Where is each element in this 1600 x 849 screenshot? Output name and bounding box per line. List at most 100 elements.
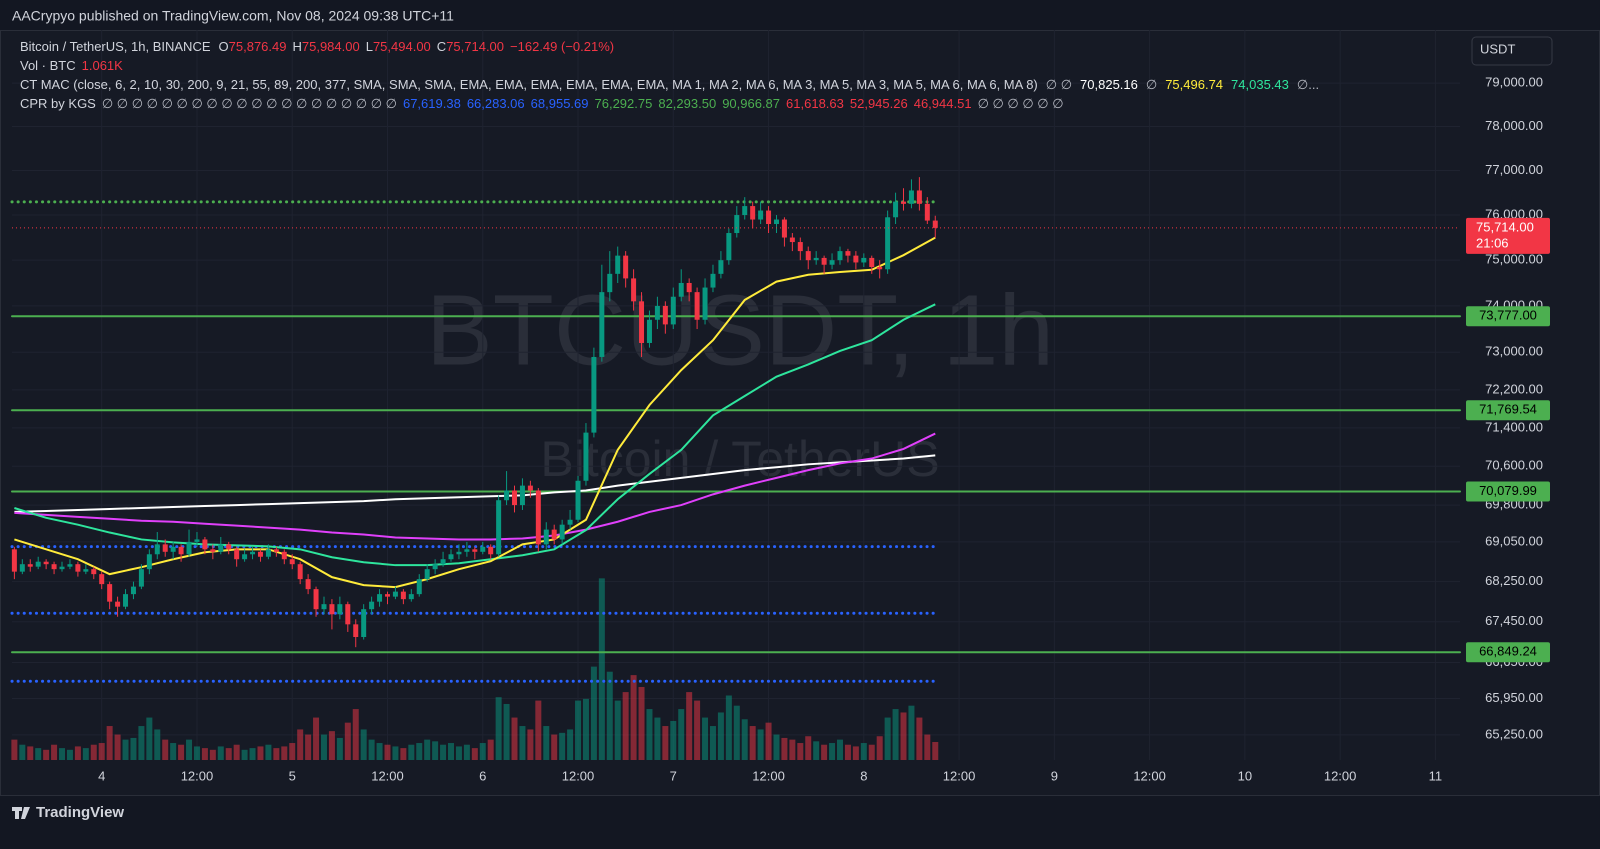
volume-bar bbox=[130, 737, 137, 760]
candle-body bbox=[742, 206, 748, 216]
volume-bar bbox=[892, 709, 899, 760]
candle-body bbox=[885, 217, 891, 270]
candle-body bbox=[250, 551, 256, 555]
candle-body bbox=[615, 255, 621, 274]
volume-bar bbox=[170, 743, 177, 760]
volume-bar bbox=[654, 717, 661, 760]
volume-bar bbox=[186, 739, 193, 760]
candle-body bbox=[35, 561, 41, 567]
candle-body bbox=[448, 554, 454, 560]
volume-bar bbox=[328, 731, 335, 760]
y-tick-label: 70,600.00 bbox=[1485, 458, 1543, 473]
volume-bar bbox=[821, 744, 828, 760]
brand-name: TradingView bbox=[36, 804, 124, 821]
volume-bar bbox=[19, 744, 26, 760]
legend-ohlc-key: H bbox=[292, 39, 301, 54]
volume-bar bbox=[678, 709, 685, 760]
volume-bar bbox=[606, 671, 613, 760]
volume-bar bbox=[495, 697, 502, 760]
y-tick-label: 67,450.00 bbox=[1485, 613, 1543, 628]
volume-bar bbox=[733, 705, 740, 760]
volume-bar bbox=[178, 744, 185, 760]
volume-bar bbox=[392, 746, 399, 760]
x-tick-label: 11 bbox=[1429, 768, 1443, 783]
volume-bar bbox=[368, 739, 375, 760]
candle-body bbox=[321, 604, 327, 610]
legend-volume-name: Vol · BTC bbox=[20, 58, 76, 73]
candle-body bbox=[440, 559, 446, 565]
legend-cpr-value: 76,292.75 bbox=[595, 96, 653, 111]
volume-bar bbox=[575, 700, 582, 760]
watermark-description: Bitcoin / TetherUS bbox=[540, 431, 939, 487]
ma-line bbox=[14, 303, 936, 567]
candle-body bbox=[154, 544, 160, 555]
volume-bar bbox=[233, 744, 240, 760]
currency-button[interactable] bbox=[1471, 36, 1553, 66]
volume-bar bbox=[932, 741, 939, 760]
candle-body bbox=[837, 251, 843, 261]
volume-bar bbox=[138, 726, 145, 760]
volume-bar bbox=[503, 703, 510, 760]
candle-body bbox=[694, 292, 700, 320]
volume-bar bbox=[598, 578, 605, 760]
volume-bar bbox=[622, 692, 629, 760]
candle-body bbox=[726, 233, 732, 261]
legend-volume-line: Vol · BTC 1.061K bbox=[20, 58, 123, 73]
candle-body bbox=[932, 220, 938, 228]
candle-body bbox=[535, 490, 541, 545]
candle-body bbox=[805, 251, 811, 261]
candle-body bbox=[861, 257, 867, 263]
level-label-box bbox=[1466, 306, 1550, 327]
x-tick-label: 9 bbox=[1051, 768, 1058, 783]
candle-body bbox=[718, 260, 724, 274]
volume-bar bbox=[582, 698, 589, 760]
volume-bar bbox=[725, 695, 732, 760]
volume-bar bbox=[924, 734, 931, 760]
y-tick-label: 75,000.00 bbox=[1485, 252, 1543, 267]
volume-bar bbox=[154, 729, 161, 760]
volume-bar bbox=[201, 748, 208, 760]
volume-bar bbox=[479, 743, 486, 760]
candle-body bbox=[424, 569, 430, 580]
candle-body bbox=[170, 546, 176, 552]
candle-body bbox=[686, 282, 692, 293]
volume-bar bbox=[694, 700, 701, 760]
volume-bar bbox=[717, 712, 724, 760]
last-price-label: 75,714.00 bbox=[1476, 219, 1534, 234]
candle-body bbox=[337, 604, 343, 615]
level-label: 66,849.24 bbox=[1479, 644, 1537, 659]
candle-body bbox=[488, 546, 494, 555]
candle-body bbox=[599, 292, 605, 357]
candle-body bbox=[345, 604, 351, 625]
y-tick-label: 65,250.00 bbox=[1485, 726, 1543, 741]
candle-body bbox=[797, 242, 803, 252]
y-tick-label: 77,000.00 bbox=[1485, 162, 1543, 177]
volume-bar bbox=[543, 726, 550, 760]
candle-body bbox=[766, 210, 772, 225]
legend-mac-name: CT MAC (close, 6, 2, 10, 30, 200, 9, 21,… bbox=[20, 77, 1038, 92]
volume-bar bbox=[265, 744, 272, 760]
candle-body bbox=[480, 546, 486, 552]
candle-body bbox=[186, 541, 192, 555]
candle-body bbox=[432, 564, 438, 570]
brand: TradingView bbox=[12, 804, 124, 821]
currency-label[interactable]: USDT bbox=[1480, 41, 1515, 56]
volume-bar bbox=[455, 746, 462, 760]
candle-body bbox=[400, 591, 406, 600]
y-tick-label: 71,400.00 bbox=[1485, 419, 1543, 434]
volume-bar bbox=[773, 734, 780, 760]
candle-body bbox=[257, 551, 263, 557]
x-tick-label: 6 bbox=[479, 768, 486, 783]
volume-bar bbox=[43, 749, 50, 760]
candle-body bbox=[710, 273, 716, 288]
volume-bar bbox=[884, 717, 891, 760]
candle-body bbox=[43, 561, 49, 565]
volume-bar bbox=[630, 675, 637, 760]
volume-bar bbox=[487, 739, 494, 760]
legend-cpr-value: 68,955.69 bbox=[531, 96, 589, 111]
x-tick-label: 12:00 bbox=[371, 768, 404, 783]
volume-bar bbox=[27, 746, 34, 760]
x-tick-label: 7 bbox=[670, 768, 677, 783]
candle-body bbox=[496, 500, 502, 555]
